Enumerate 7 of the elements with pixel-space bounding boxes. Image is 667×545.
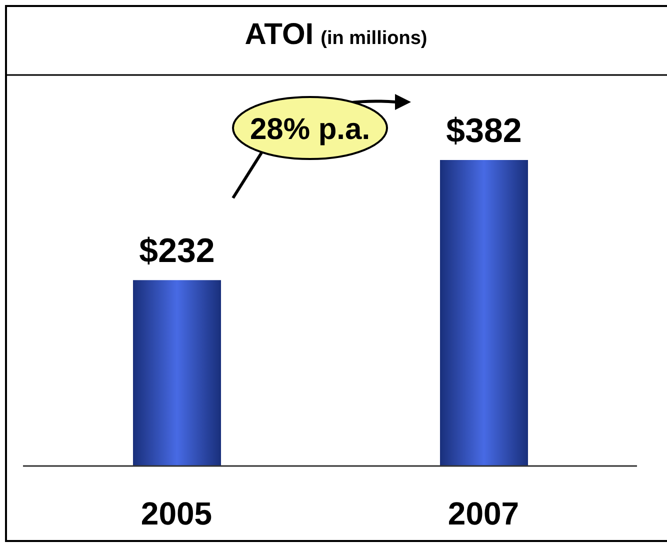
text: 28% p.a.	[250, 113, 370, 146]
chart-subtitle: (in millions)	[320, 28, 428, 49]
x-tick-label: 2007	[448, 496, 520, 532]
x-tick-label: 2005	[140, 496, 212, 532]
chart-title: ATOI	[244, 18, 314, 51]
data-label: $232	[139, 232, 215, 270]
data-label: $382	[446, 112, 522, 150]
